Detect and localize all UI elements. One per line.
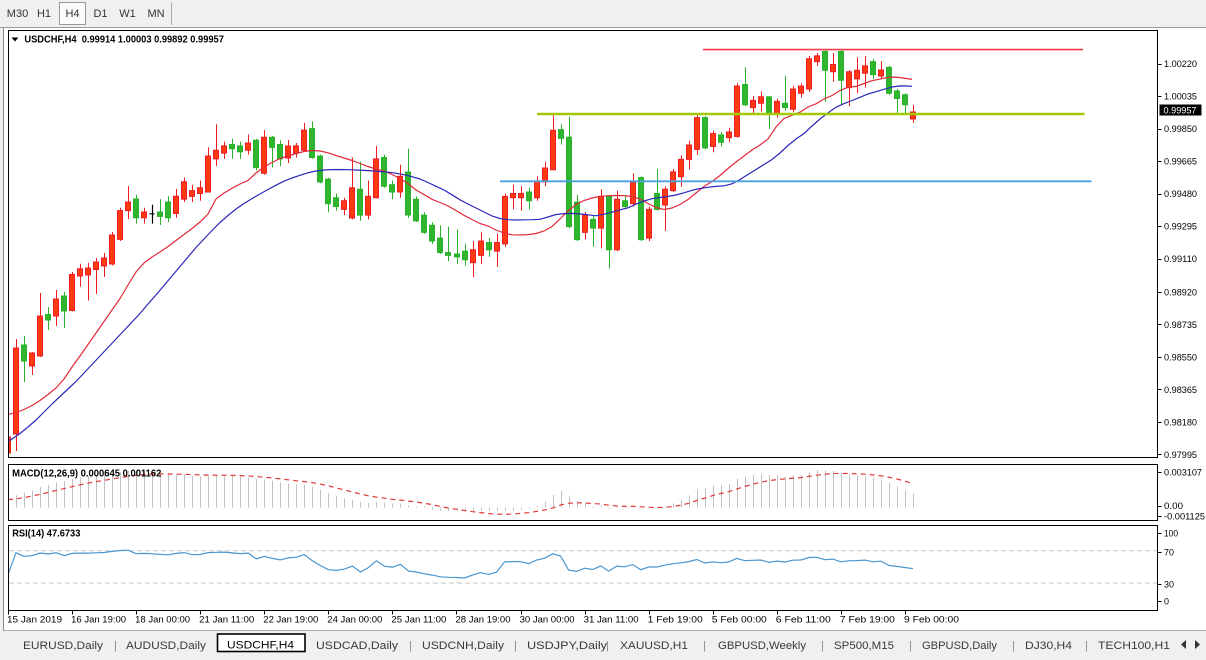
svg-text:28 Jan 19:00: 28 Jan 19:00: [456, 615, 511, 626]
svg-text:0.98180: 0.98180: [1164, 417, 1197, 428]
svg-text:0.00: 0.00: [1164, 501, 1183, 512]
svg-text:|: |: [409, 640, 412, 652]
svg-text:|: |: [1012, 640, 1015, 652]
svg-text:100: 100: [1164, 529, 1178, 540]
svg-text:18 Jan 00:00: 18 Jan 00:00: [135, 615, 190, 626]
svg-text:15 Jan 2019: 15 Jan 2019: [7, 615, 62, 626]
svg-text:0.98735: 0.98735: [1164, 320, 1197, 331]
svg-text:H1: H1: [37, 8, 51, 20]
svg-text:USDCHF,H4: USDCHF,H4: [227, 640, 294, 652]
svg-text:TECH100,H1: TECH100,H1: [1098, 640, 1170, 652]
svg-text:1.00220: 1.00220: [1164, 59, 1197, 70]
svg-text:25 Jan 11:00: 25 Jan 11:00: [391, 615, 446, 626]
svg-text:0.99665: 0.99665: [1164, 157, 1197, 168]
svg-text:H4: H4: [65, 8, 79, 20]
svg-text:RSI(14) 47.6733: RSI(14) 47.6733: [12, 529, 81, 540]
svg-text:7 Feb 19:00: 7 Feb 19:00: [840, 615, 895, 626]
svg-text:9 Feb 00:00: 9 Feb 00:00: [904, 615, 959, 626]
svg-text:1 Feb 19:00: 1 Feb 19:00: [648, 615, 703, 626]
svg-text:XAUUSD,H1: XAUUSD,H1: [620, 640, 688, 652]
svg-text:GBPUSD,Daily: GBPUSD,Daily: [922, 640, 997, 652]
svg-text:MACD(12,26,9) 0.000645 0.00116: MACD(12,26,9) 0.000645 0.001162: [12, 469, 162, 480]
svg-text:|: |: [703, 640, 706, 652]
svg-text:W1: W1: [119, 8, 136, 20]
svg-text:0.99480: 0.99480: [1164, 189, 1197, 200]
svg-text:-0.001125: -0.001125: [1164, 511, 1205, 522]
svg-text:|: |: [114, 640, 117, 652]
svg-text:MN: MN: [147, 8, 164, 20]
svg-text:0.98365: 0.98365: [1164, 385, 1197, 396]
svg-text:USDCNH,Daily: USDCNH,Daily: [422, 640, 505, 652]
svg-text:|: |: [909, 640, 912, 652]
svg-text:0: 0: [1164, 597, 1169, 608]
svg-text:AUDUSD,Daily: AUDUSD,Daily: [126, 640, 207, 652]
svg-text:D1: D1: [93, 8, 107, 20]
svg-text:0.98920: 0.98920: [1164, 287, 1197, 298]
svg-text:USDCHF,H4 0.99914 1.00003 0.9: USDCHF,H4 0.99914 1.00003 0.99892 0.9995…: [24, 35, 224, 46]
svg-text:30: 30: [1164, 580, 1174, 591]
svg-text:31 Jan 11:00: 31 Jan 11:00: [584, 615, 639, 626]
svg-text:EURUSD,Daily: EURUSD,Daily: [23, 640, 104, 652]
svg-text:0.003107: 0.003107: [1164, 468, 1202, 479]
svg-text:21 Jan 11:00: 21 Jan 11:00: [199, 615, 254, 626]
svg-text:0.99110: 0.99110: [1164, 254, 1197, 265]
svg-text:22 Jan 19:00: 22 Jan 19:00: [263, 615, 318, 626]
svg-text:0.98550: 0.98550: [1164, 352, 1197, 363]
svg-text:0.99295: 0.99295: [1164, 222, 1197, 233]
svg-text:|: |: [606, 640, 609, 652]
svg-text:24 Jan 00:00: 24 Jan 00:00: [327, 615, 382, 626]
svg-text:0.99957: 0.99957: [1164, 106, 1197, 117]
svg-text:M30: M30: [7, 8, 28, 20]
svg-text:|: |: [514, 640, 517, 652]
svg-text:1.00035: 1.00035: [1164, 92, 1197, 103]
svg-text:|: |: [821, 640, 824, 652]
svg-text:USDJPY,Daily: USDJPY,Daily: [527, 640, 608, 652]
svg-text:30 Jan 00:00: 30 Jan 00:00: [520, 615, 575, 626]
svg-text:GBPUSD,Weekly: GBPUSD,Weekly: [718, 640, 807, 652]
svg-text:0.97995: 0.97995: [1164, 450, 1197, 461]
svg-text:70: 70: [1164, 548, 1174, 559]
svg-text:DJ30,H4: DJ30,H4: [1025, 640, 1072, 652]
svg-text:USDCAD,Daily: USDCAD,Daily: [316, 640, 399, 652]
svg-text:5 Feb 00:00: 5 Feb 00:00: [712, 615, 767, 626]
svg-text:|: |: [1085, 640, 1088, 652]
svg-text:16 Jan 19:00: 16 Jan 19:00: [71, 615, 126, 626]
svg-text:SP500,M15: SP500,M15: [834, 640, 894, 652]
svg-text:6 Feb 11:00: 6 Feb 11:00: [776, 615, 831, 626]
svg-text:0.99850: 0.99850: [1164, 124, 1197, 135]
